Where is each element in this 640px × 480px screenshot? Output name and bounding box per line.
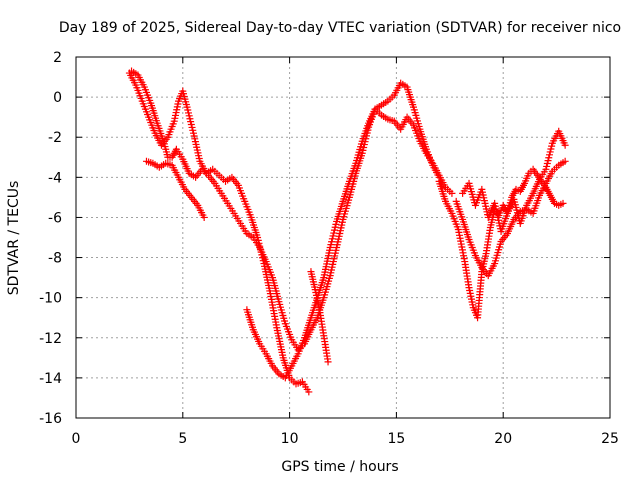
y-tick-label: -10 bbox=[39, 291, 62, 307]
y-tick-label: -16 bbox=[39, 411, 62, 427]
y-tick-label: -2 bbox=[48, 130, 62, 146]
y-tick-label: 0 bbox=[53, 90, 62, 106]
y-tick-label: -6 bbox=[48, 210, 62, 226]
x-tick-label: 5 bbox=[178, 431, 187, 447]
y-tick-label: -8 bbox=[48, 251, 62, 267]
x-tick-label: 25 bbox=[601, 431, 619, 447]
x-tick-label: 0 bbox=[72, 431, 81, 447]
series-track-h bbox=[459, 127, 569, 235]
y-tick-label: -14 bbox=[39, 371, 62, 387]
y-tick-label: 2 bbox=[53, 50, 62, 66]
y-tick-label: -12 bbox=[39, 331, 62, 347]
y-tick-label: -4 bbox=[48, 170, 62, 186]
plot-frame bbox=[75, 56, 611, 419]
data-point bbox=[324, 358, 332, 366]
x-tick-label: 20 bbox=[494, 431, 512, 447]
data-point bbox=[561, 141, 569, 149]
data-point bbox=[561, 157, 569, 165]
series-track-d bbox=[243, 105, 456, 382]
data-point bbox=[200, 213, 208, 221]
series-track-c bbox=[142, 157, 208, 221]
data-point bbox=[448, 189, 456, 197]
data-point bbox=[559, 199, 567, 207]
x-tick-label: 15 bbox=[387, 431, 405, 447]
series-track-e bbox=[307, 268, 332, 366]
series-track-g bbox=[452, 157, 569, 280]
x-axis-label: GPS time / hours bbox=[281, 459, 398, 475]
x-tick-label: 10 bbox=[281, 431, 299, 447]
data-point bbox=[305, 388, 313, 396]
y-axis-label: SDTVAR / TECUs bbox=[6, 181, 22, 296]
series-track-b bbox=[128, 67, 443, 354]
chart-title: Day 189 of 2025, Sidereal Day-to-day VTE… bbox=[59, 20, 621, 36]
grid bbox=[76, 57, 610, 418]
axis-ticks: 0 5 10 15 20 25 -16 -14 -12 -10 -8 -6 -4 -2 0 2 bbox=[39, 50, 619, 447]
data-points bbox=[125, 67, 569, 396]
